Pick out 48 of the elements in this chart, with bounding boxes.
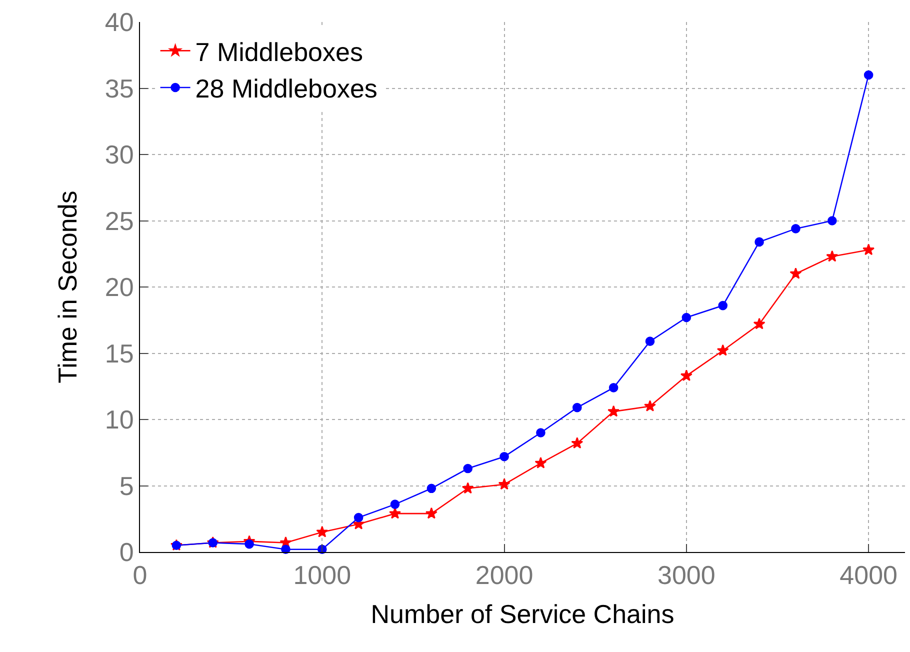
point [682,312,692,322]
point [716,344,729,356]
point [536,428,546,438]
point [572,402,582,412]
point [389,507,401,519]
point [500,452,509,462]
point [534,456,547,468]
x-axis-title: Number of Service Chains [370,598,674,629]
point [644,400,656,412]
point [826,250,838,262]
point [316,526,328,538]
point [571,437,584,449]
point [645,336,655,346]
point [718,300,728,310]
point [244,539,254,549]
y-tick-label: 0 [119,537,134,568]
point [791,224,800,234]
point [827,216,837,226]
point [862,244,875,256]
y-tick-label: 20 [104,272,134,302]
x-tick-label: 1000 [293,560,352,590]
legend-label: 7 Middleboxes [195,36,363,67]
point [426,484,436,494]
point [753,318,766,330]
x-tick-label: 2000 [475,560,534,590]
point [463,464,473,474]
x-tick-label: 3000 [658,560,716,590]
point [608,405,620,417]
y-tick-label: 10 [104,404,134,435]
point [754,237,764,247]
y-tick-label: 35 [104,73,134,104]
x-tick-label: 4000 [840,560,898,590]
y-tick-label: 5 [119,470,134,501]
point [354,512,364,522]
point [390,500,400,509]
point [680,370,692,381]
y-tick-label: 25 [104,206,134,236]
y-tick-label: 30 [104,140,134,170]
y-tick-label: 40 [104,7,134,38]
y-tick-label: 15 [104,338,134,368]
legend-label: 28 Middleboxes [195,74,378,104]
point [864,70,874,80]
point [425,507,438,519]
point [608,383,618,392]
point [498,478,510,490]
y-axis-title: Time in Seconds [52,190,82,384]
point [462,482,474,494]
point [790,268,802,279]
